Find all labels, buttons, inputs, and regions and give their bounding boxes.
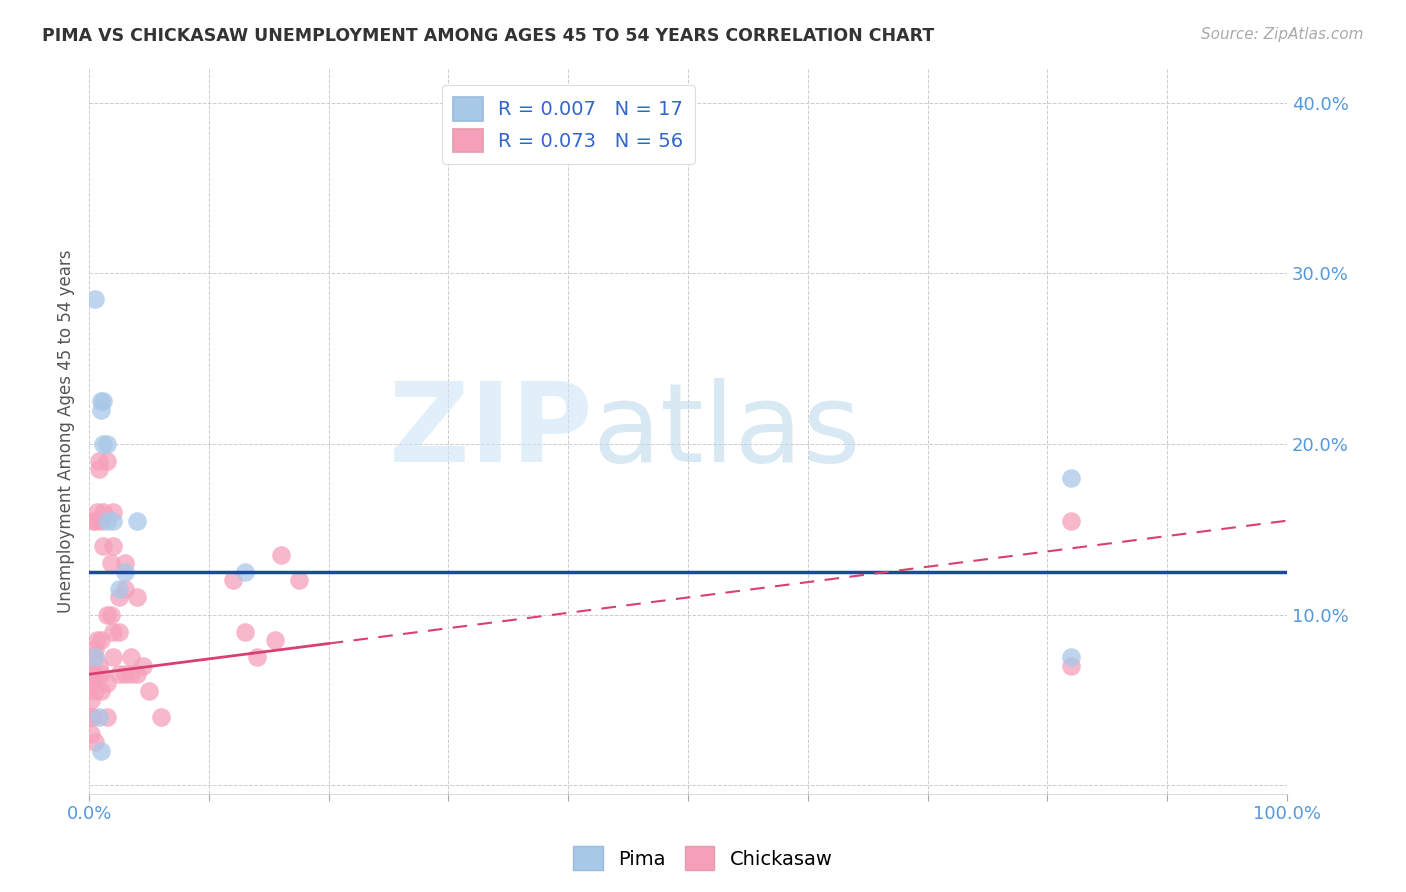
Text: atlas: atlas (592, 377, 860, 484)
Point (132, 658, 155, 673)
Point (101, 650, 124, 665)
Point (83, 667, 105, 681)
Point (222, 574, 245, 588)
Point (84, 641, 107, 656)
Point (82, 650, 104, 665)
Point (96, 710, 118, 724)
Point (90, 402, 112, 417)
Point (84, 684, 107, 698)
Point (270, 548, 292, 562)
Point (114, 557, 136, 571)
Point (138, 684, 160, 698)
Point (90, 633, 112, 648)
Point (1060, 514, 1083, 528)
Point (96, 437, 118, 451)
Point (80, 710, 103, 724)
Point (80, 727, 103, 741)
Point (80, 675, 103, 690)
Point (93, 394, 115, 409)
Point (101, 624, 124, 639)
Text: Source: ZipAtlas.com: Source: ZipAtlas.com (1201, 27, 1364, 42)
Point (96, 514, 118, 528)
Point (83, 514, 105, 528)
Point (84, 735, 107, 749)
Y-axis label: Unemployment Among Ages 45 to 54 years: Unemployment Among Ages 45 to 54 years (58, 250, 75, 613)
Point (114, 667, 136, 681)
Point (82, 667, 104, 681)
Point (101, 514, 124, 528)
Point (80, 693, 103, 707)
Point (90, 394, 112, 409)
Point (263, 633, 285, 648)
Point (100, 557, 122, 571)
Point (84, 650, 107, 665)
Point (83, 650, 105, 665)
Point (101, 539, 124, 553)
Point (108, 667, 131, 681)
Point (108, 624, 131, 639)
Point (93, 505, 115, 519)
Legend: R = 0.007   N = 17, R = 0.073   N = 56: R = 0.007 N = 17, R = 0.073 N = 56 (441, 86, 695, 164)
Point (108, 582, 131, 596)
Legend: Pima, Chickasaw: Pima, Chickasaw (565, 838, 841, 878)
Point (87, 658, 110, 673)
Point (125, 667, 148, 681)
Point (87, 454, 110, 468)
Point (87, 710, 110, 724)
Point (90, 744, 112, 758)
Point (84, 514, 107, 528)
Point (87, 462, 110, 476)
Point (149, 710, 172, 724)
Point (96, 675, 118, 690)
Point (1060, 471, 1083, 485)
Point (86, 633, 108, 648)
Point (287, 574, 309, 588)
Point (1060, 650, 1083, 665)
Point (1060, 658, 1083, 673)
Point (86, 505, 108, 519)
Point (120, 650, 142, 665)
Point (96, 607, 118, 622)
Point (233, 624, 256, 639)
Point (120, 667, 142, 681)
Point (100, 607, 122, 622)
Point (82, 710, 104, 724)
Point (125, 591, 148, 605)
Point (108, 591, 131, 605)
Point (96, 454, 118, 468)
Point (90, 514, 112, 528)
Point (114, 565, 136, 579)
Point (114, 582, 136, 596)
Point (93, 539, 115, 553)
Point (125, 514, 148, 528)
Point (90, 684, 112, 698)
Point (84, 292, 107, 306)
Point (246, 650, 269, 665)
Point (93, 437, 115, 451)
Text: ZIP: ZIP (389, 377, 592, 484)
Point (101, 505, 124, 519)
Point (90, 667, 112, 681)
Text: PIMA VS CHICKASAW UNEMPLOYMENT AMONG AGES 45 TO 54 YEARS CORRELATION CHART: PIMA VS CHICKASAW UNEMPLOYMENT AMONG AGE… (42, 27, 935, 45)
Point (233, 565, 256, 579)
